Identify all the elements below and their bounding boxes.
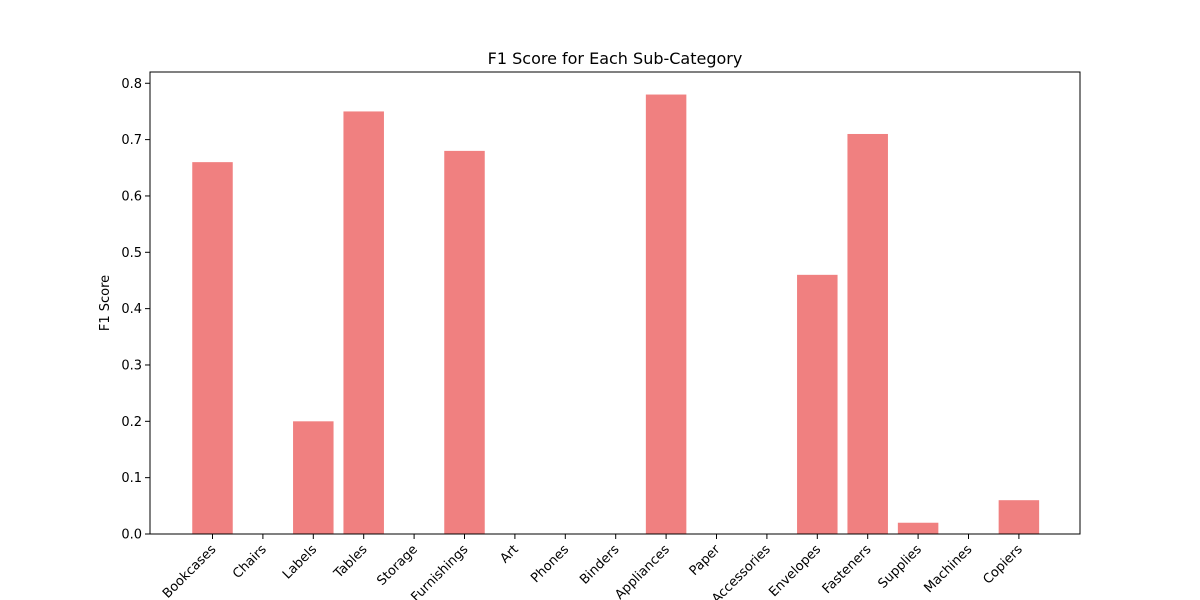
x-tick-label: Envelopes [766,542,824,600]
x-tick-label: Supplies [875,542,925,592]
x-tick-label: Labels [280,542,320,582]
bar-tables [343,111,384,534]
x-tick-label: Chairs [230,542,270,582]
x-tick-label: Fasteners [820,542,875,597]
x-tick-label: Bookcases [160,542,220,600]
x-tick-label: Machines [921,542,975,596]
x-tick-label: Binders [577,542,623,588]
x-tick-label: Art [497,542,521,566]
y-tick-label: 0.4 [121,302,142,317]
y-axis-label: F1 Score [98,275,113,331]
chart-title: F1 Score for Each Sub-Category [488,49,743,68]
bar-labels [293,421,334,534]
y-tick-label: 0.0 [121,528,142,543]
bar-furnishings [444,150,485,534]
bar-copiers [998,500,1040,534]
y-tick-label: 0.7 [121,133,142,148]
bar-fasteners [847,133,888,534]
y-tick-label: 0.5 [121,246,142,261]
x-tick-label: Paper [687,542,724,579]
x-tick-label: Storage [374,542,421,589]
bars-group [192,94,1040,534]
x-tick-label: Copiers [980,542,1025,587]
bar-bookcases [192,162,233,534]
y-axis-ticks: 0.0 0.1 0.2 0.3 0.4 0.5 0.6 0.7 0.8 [121,77,150,543]
x-tick-label: Appliances [612,542,673,600]
y-tick-label: 0.6 [121,189,142,204]
x-axis-ticks: Bookcases Chairs Labels Tables StorageFurnis… [160,534,1026,600]
bar-supplies [897,522,939,534]
y-tick-label: 0.8 [121,77,142,92]
y-tick-label: 0.3 [121,358,142,373]
bar-envelopes [797,274,838,534]
x-tick-label: Phones [528,542,572,586]
y-tick-label: 0.2 [121,415,142,430]
plot-frame [149,71,1081,535]
bar-appliances [645,94,687,534]
x-tick-label: Tables [331,542,371,582]
y-tick-label: 0.1 [121,471,142,486]
